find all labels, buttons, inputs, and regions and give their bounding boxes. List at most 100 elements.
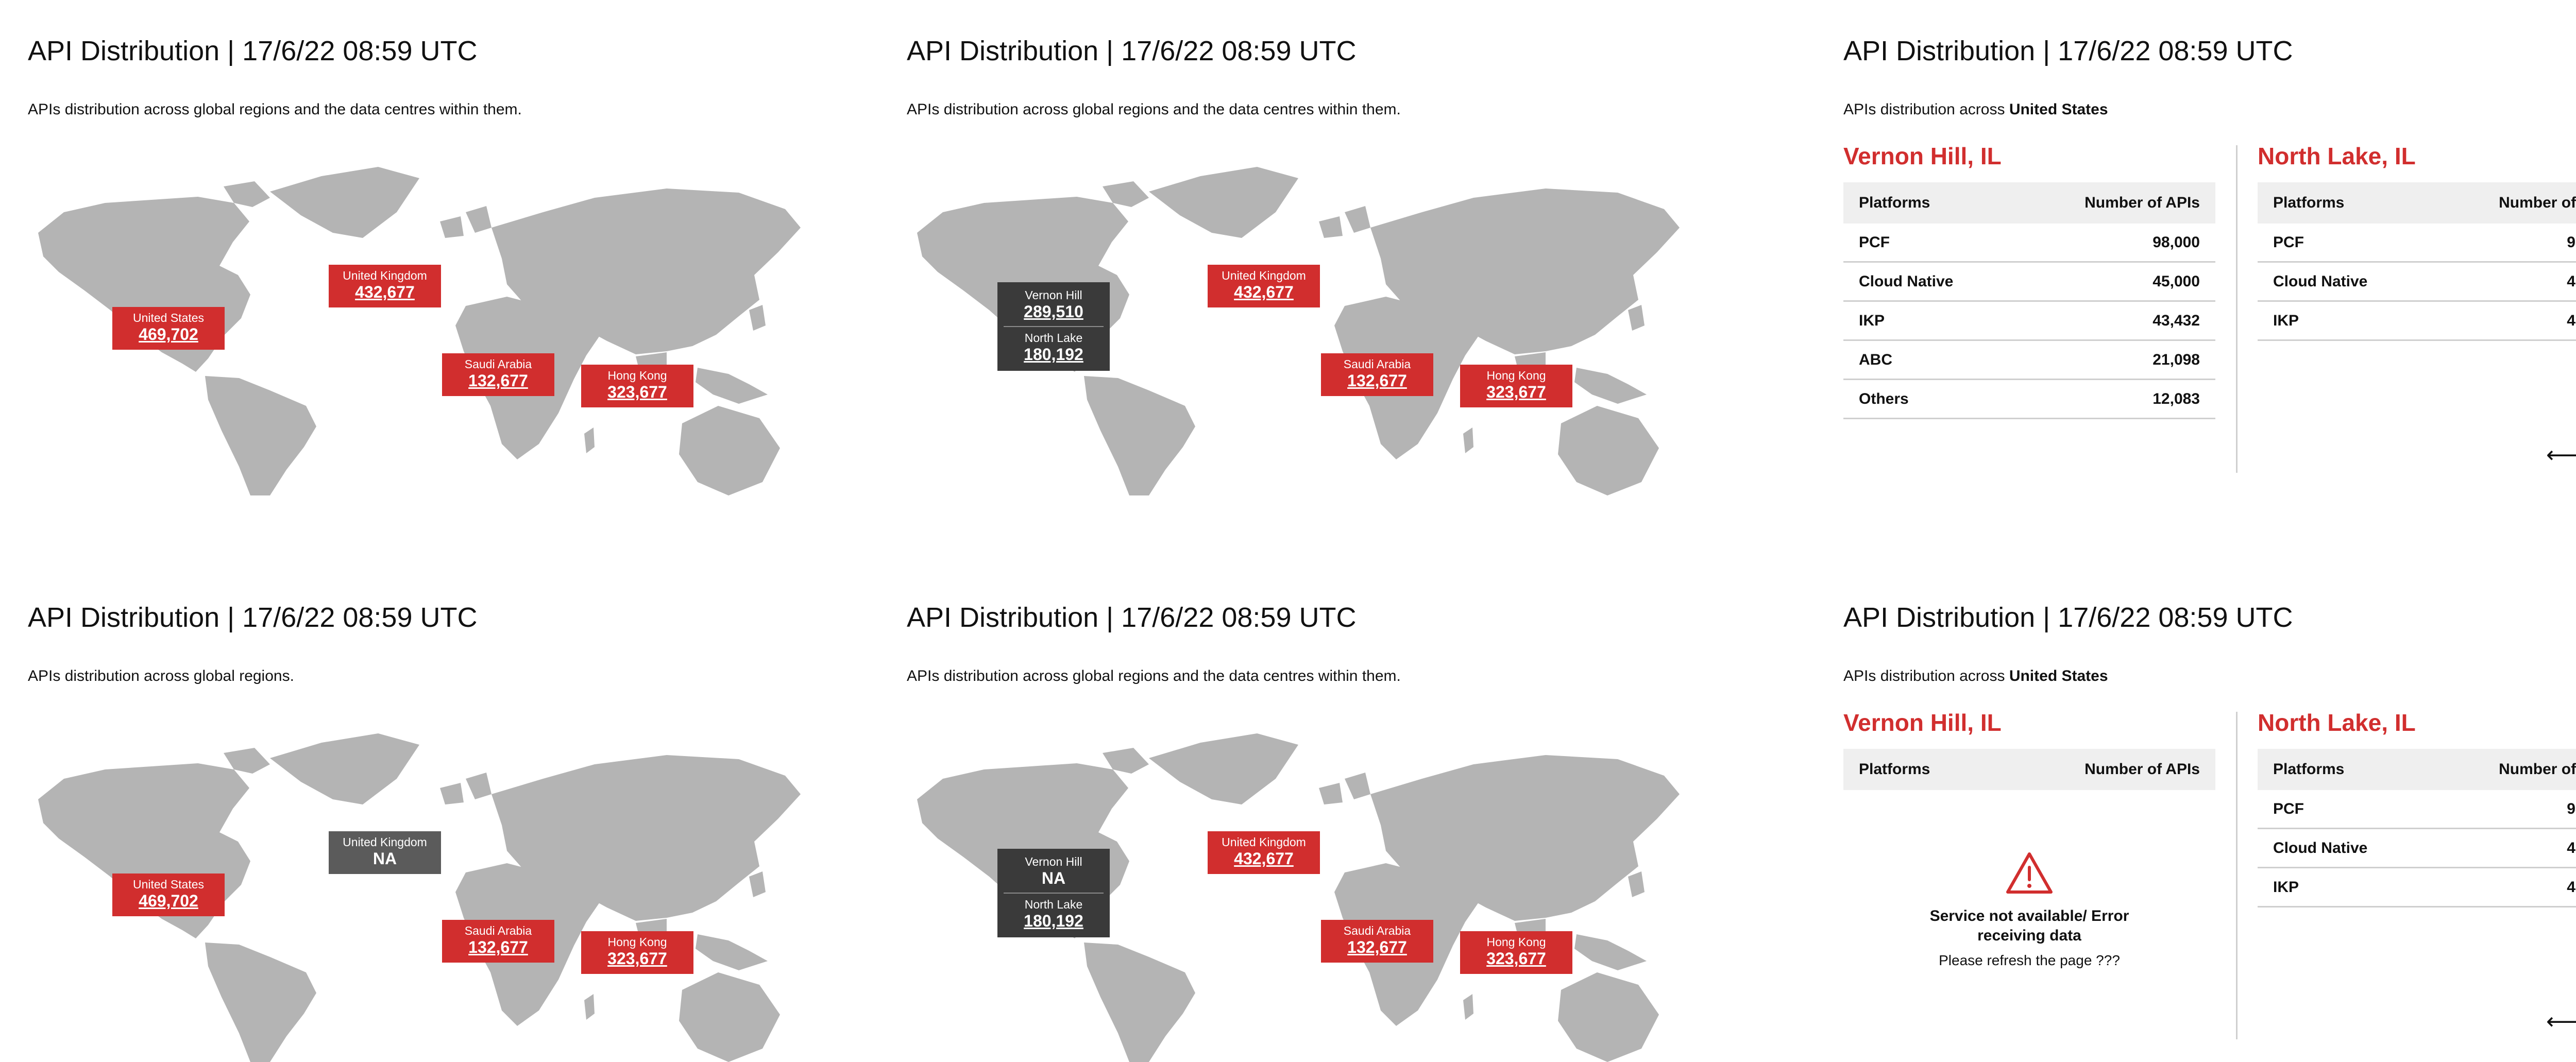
page-subtitle: APIs distribution across United States: [1843, 667, 2108, 684]
datacentre-title: North Lake, IL: [2258, 709, 2416, 736]
error-state: Service not available/ Error receiving d…: [1843, 851, 2215, 969]
region-name: Saudi Arabia: [464, 924, 532, 937]
column-number-of-apis: Number of APIs: [2084, 761, 2200, 778]
region-api-count: NA: [372, 849, 397, 868]
region-marker-united-kingdom[interactable]: United Kingdom 432,677: [1208, 265, 1320, 307]
region-api-count[interactable]: 323,677: [607, 383, 667, 402]
region-api-count[interactable]: 323,677: [607, 949, 667, 968]
region-marker-saudi-arabia[interactable]: Saudi Arabia 132,677: [442, 353, 554, 396]
region-marker-saudi-arabia[interactable]: Saudi Arabia 132,677: [1321, 353, 1433, 396]
table-header: Platforms Number of APIs: [2258, 182, 2576, 224]
region-name: Saudi Arabia: [1343, 924, 1411, 937]
region-marker-saudi-arabia[interactable]: Saudi Arabia 132,677: [1321, 920, 1433, 963]
region-marker-united-states[interactable]: United States 469,702: [112, 873, 225, 916]
region-marker-hong-kong[interactable]: Hong Kong 323,677: [1460, 931, 1572, 974]
region-name: United Kingdom: [343, 835, 427, 849]
page-subtitle: APIs distribution across United States: [1843, 101, 2108, 118]
datacentre-name-vernon-hill: Vernon Hill: [1025, 855, 1082, 868]
region-marker-united-kingdom[interactable]: United Kingdom 432,677: [329, 265, 441, 307]
datacentre-title: Vernon Hill, IL: [1843, 709, 2002, 736]
global-distribution-panel-na: API Distribution | 17/6/22 08:59 UTC API…: [28, 604, 821, 1062]
datacentre-api-count-vernon-hill[interactable]: 289,510: [1024, 302, 1083, 321]
datacentre-marker-us[interactable]: Vernon Hill 289,510 North Lake 180,192: [997, 282, 1110, 371]
selected-region: United States: [2009, 101, 2108, 118]
datacentre-title: Vernon Hill, IL: [1843, 143, 2002, 169]
page-title: API Distribution | 17/6/22 08:59 UTC: [1843, 37, 2293, 66]
region-name: Saudi Arabia: [1343, 357, 1411, 371]
datacentre-title: North Lake, IL: [2258, 143, 2416, 169]
region-api-count[interactable]: 323,677: [1486, 949, 1546, 968]
region-name: United States: [132, 878, 205, 891]
region-api-count[interactable]: 132,677: [468, 371, 528, 390]
page-subtitle: APIs distribution across global regions …: [28, 101, 522, 118]
us-detail-panel-error: API Distribution | 17/6/22 08:59 UTC API…: [1843, 604, 2576, 1062]
region-marker-hong-kong[interactable]: Hong Kong 323,677: [1460, 365, 1572, 407]
back-button[interactable]: ⟵ Back: [2546, 1010, 2576, 1033]
region-api-count[interactable]: 323,677: [1486, 383, 1546, 402]
region-api-count[interactable]: 132,677: [1347, 938, 1407, 957]
page-subtitle: APIs distribution across global regions.: [28, 667, 294, 684]
table-row: ABC 21,098: [1843, 341, 2215, 380]
datacentre-api-count-north-lake[interactable]: 180,192: [1024, 912, 1083, 931]
table-header: Platforms Number of APIs: [1843, 749, 2215, 790]
datacentre-marker-us[interactable]: Vernon Hill NA North Lake 180,192: [997, 849, 1110, 937]
region-api-count[interactable]: 132,677: [468, 938, 528, 957]
column-number-of-apis: Number of APIs: [2499, 761, 2576, 778]
datacentre-api-count-vernon-hill: NA: [1041, 869, 1066, 888]
datacentre-name-vernon-hill: Vernon Hill: [1025, 288, 1082, 302]
column-number-of-apis: Number of APIs: [2499, 194, 2576, 211]
region-api-count[interactable]: 132,677: [1347, 371, 1407, 390]
datacentre-card-north-lake: North Lake, IL Platforms Number of APIs …: [2258, 709, 2576, 907]
table-row: Others 12,083: [1843, 380, 2215, 419]
page-subtitle: APIs distribution across global regions …: [907, 101, 1401, 118]
region-marker-saudi-arabia[interactable]: Saudi Arabia 132,677: [442, 920, 554, 963]
region-name: Hong Kong: [1486, 369, 1546, 382]
error-message: Service not available/ Error receiving d…: [1929, 907, 2129, 944]
region-name: United Kingdom: [1222, 835, 1306, 849]
region-marker-united-kingdom[interactable]: United Kingdom NA: [329, 831, 441, 874]
datacentre-card-vernon-hill: Vernon Hill, IL Platforms Number of APIs…: [1843, 143, 2215, 419]
region-name: United Kingdom: [343, 269, 427, 282]
datacentre-card-north-lake: North Lake, IL Platforms Number of APIs …: [2258, 143, 2576, 341]
region-api-count[interactable]: 469,702: [139, 892, 198, 911]
region-api-count[interactable]: 469,702: [139, 325, 198, 344]
arrow-left-icon: ⟵: [2546, 1009, 2576, 1034]
error-hint: Please refresh the page ???: [1939, 952, 2120, 968]
column-platforms: Platforms: [2273, 194, 2345, 211]
warning-icon: [2006, 852, 2053, 894]
page-title: API Distribution | 17/6/22 08:59 UTC: [28, 37, 478, 66]
column-platforms: Platforms: [2273, 761, 2345, 778]
region-marker-hong-kong[interactable]: Hong Kong 323,677: [581, 931, 693, 974]
region-api-count[interactable]: 432,677: [1234, 849, 1294, 868]
datacentre-api-count-north-lake[interactable]: 180,192: [1024, 345, 1083, 364]
region-name: Saudi Arabia: [464, 357, 532, 371]
region-api-count[interactable]: 432,677: [355, 283, 415, 302]
us-detail-panel: API Distribution | 17/6/22 08:59 UTC API…: [1843, 37, 2576, 495]
region-marker-hong-kong[interactable]: Hong Kong 323,677: [581, 365, 693, 407]
column-platforms: Platforms: [1859, 761, 1930, 778]
global-distribution-panel: API Distribution | 17/6/22 08:59 UTC API…: [28, 37, 821, 495]
datacentre-name-north-lake: North Lake: [1024, 331, 1083, 345]
column-divider: [2236, 712, 2238, 1039]
column-divider: [2236, 145, 2238, 473]
region-name: Hong Kong: [1486, 935, 1546, 949]
table-header: Platforms Number of APIs: [1843, 182, 2215, 224]
region-marker-united-states[interactable]: United States 469,702: [112, 307, 225, 350]
region-marker-united-kingdom[interactable]: United Kingdom 432,677: [1208, 831, 1320, 874]
table-header: Platforms Number of APIs: [2258, 749, 2576, 790]
datacentre-name-north-lake: North Lake: [1024, 897, 1083, 911]
page-subtitle: APIs distribution across global regions …: [907, 667, 1401, 684]
page-title: API Distribution | 17/6/22 08:59 UTC: [907, 37, 1357, 66]
region-name: United Kingdom: [1222, 269, 1306, 282]
region-api-count[interactable]: 432,677: [1234, 283, 1294, 302]
back-button[interactable]: ⟵ Back: [2546, 444, 2576, 467]
